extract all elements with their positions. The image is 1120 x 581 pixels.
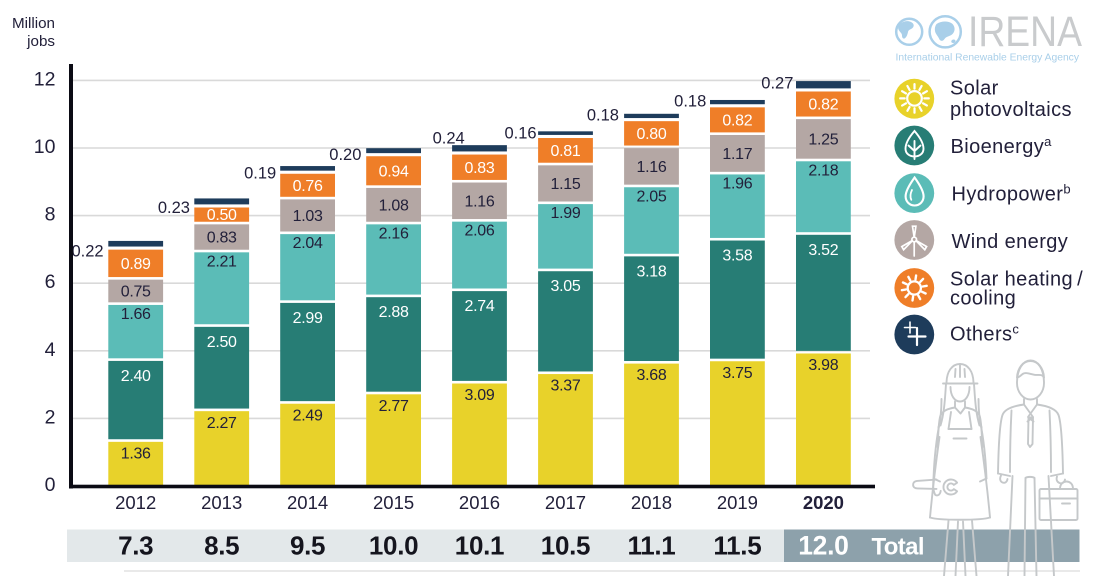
svg-text:2.16: 2.16 [379,225,409,242]
svg-text:12: 12 [34,68,56,90]
svg-text:Bioenergya: Bioenergya [951,134,1053,158]
svg-text:photovoltaics: photovoltaics [950,99,1072,121]
svg-text:3.75: 3.75 [722,365,752,382]
svg-text:6: 6 [45,271,56,293]
svg-text:1.16: 1.16 [465,193,495,210]
svg-text:2.06: 2.06 [465,223,495,240]
svg-text:2017: 2017 [545,492,586,513]
svg-text:1.66: 1.66 [121,306,151,323]
svg-text:cooling: cooling [950,288,1016,310]
svg-text:1.08: 1.08 [379,197,409,214]
svg-text:0.50: 0.50 [207,207,237,224]
svg-text:2.77: 2.77 [379,398,409,415]
svg-text:0.75: 0.75 [121,284,151,301]
svg-text:Solar heating/: Solar heating / [950,269,1083,291]
svg-text:Million: Million [12,15,55,32]
svg-text:jobs: jobs [26,33,55,50]
svg-text:1.25: 1.25 [808,132,838,149]
svg-text:Solar: Solar [950,78,999,100]
svg-text:IRENA: IRENA [968,9,1083,56]
svg-text:3.05: 3.05 [551,278,581,295]
svg-text:10: 10 [34,136,56,158]
svg-text:2.50: 2.50 [207,334,237,351]
svg-text:0.18: 0.18 [587,107,619,125]
svg-text:2.27: 2.27 [207,415,237,432]
svg-text:1.36: 1.36 [121,445,151,462]
svg-text:3.98: 3.98 [808,357,838,374]
svg-text:0.82: 0.82 [808,97,838,114]
svg-text:Total: Total [872,534,925,561]
svg-text:11.5: 11.5 [713,531,761,561]
svg-text:1.96: 1.96 [722,175,752,192]
svg-text:3.58: 3.58 [722,248,752,265]
svg-text:0.18: 0.18 [674,92,706,110]
svg-text:Wind energy: Wind energy [952,231,1069,253]
svg-text:2.18: 2.18 [808,162,838,179]
svg-text:0.24: 0.24 [433,129,465,147]
svg-text:2019: 2019 [717,492,758,513]
svg-text:2.88: 2.88 [379,304,409,321]
svg-text:0.94: 0.94 [379,163,409,180]
svg-text:2013: 2013 [201,492,242,513]
svg-text:2016: 2016 [459,492,500,513]
svg-text:International Renewable Energy: International Renewable Energy Agency [896,53,1080,64]
svg-text:0.89: 0.89 [121,256,151,273]
svg-text:2.49: 2.49 [293,407,323,424]
svg-text:2020: 2020 [803,492,844,513]
svg-text:0.23: 0.23 [158,199,190,217]
svg-text:3.52: 3.52 [808,242,838,259]
svg-text:2.99: 2.99 [293,310,323,327]
svg-text:Hydropowerb: Hydropowerb [952,182,1071,206]
svg-text:1.03: 1.03 [293,208,323,225]
svg-text:2: 2 [45,406,56,428]
svg-text:0.80: 0.80 [637,126,667,143]
svg-text:2018: 2018 [631,492,672,513]
svg-text:0.16: 0.16 [504,125,536,143]
svg-text:2012: 2012 [115,492,156,513]
svg-text:0.81: 0.81 [551,143,581,160]
svg-text:2.40: 2.40 [121,368,151,385]
svg-text:2014: 2014 [287,492,328,513]
svg-text:10.5: 10.5 [541,531,590,561]
svg-text:2.05: 2.05 [637,188,667,205]
svg-text:10.0: 10.0 [369,531,418,561]
svg-text:11.1: 11.1 [628,531,676,561]
svg-text:Othersc: Othersc [950,322,1019,346]
svg-text:1.15: 1.15 [551,176,581,193]
svg-text:0.82: 0.82 [722,113,752,130]
svg-text:4: 4 [45,339,56,361]
svg-text:1.16: 1.16 [637,159,667,176]
svg-text:8.5: 8.5 [204,531,239,561]
svg-text:1.99: 1.99 [551,205,581,222]
svg-text:2.21: 2.21 [207,253,237,270]
svg-text:2.74: 2.74 [465,298,495,315]
svg-text:1.17: 1.17 [722,146,752,163]
svg-text:3.37: 3.37 [551,378,581,395]
svg-text:8: 8 [45,204,56,226]
svg-text:0.27: 0.27 [761,75,793,93]
svg-text:3.18: 3.18 [637,263,667,280]
svg-text:10.1: 10.1 [455,531,504,561]
svg-text:9.5: 9.5 [290,531,325,561]
svg-text:0: 0 [45,474,56,496]
svg-text:0.22: 0.22 [71,243,103,261]
svg-text:2015: 2015 [373,492,414,513]
svg-text:0.83: 0.83 [207,230,237,247]
svg-text:12.0: 12.0 [798,531,848,561]
svg-text:2.04: 2.04 [293,235,323,252]
svg-text:0.76: 0.76 [293,178,323,195]
svg-text:0.19: 0.19 [244,164,276,182]
svg-text:3.68: 3.68 [637,367,667,384]
svg-text:0.83: 0.83 [465,160,495,177]
svg-text:0.20: 0.20 [329,146,361,164]
svg-text:7.3: 7.3 [118,531,153,561]
svg-text:3.09: 3.09 [465,387,495,404]
